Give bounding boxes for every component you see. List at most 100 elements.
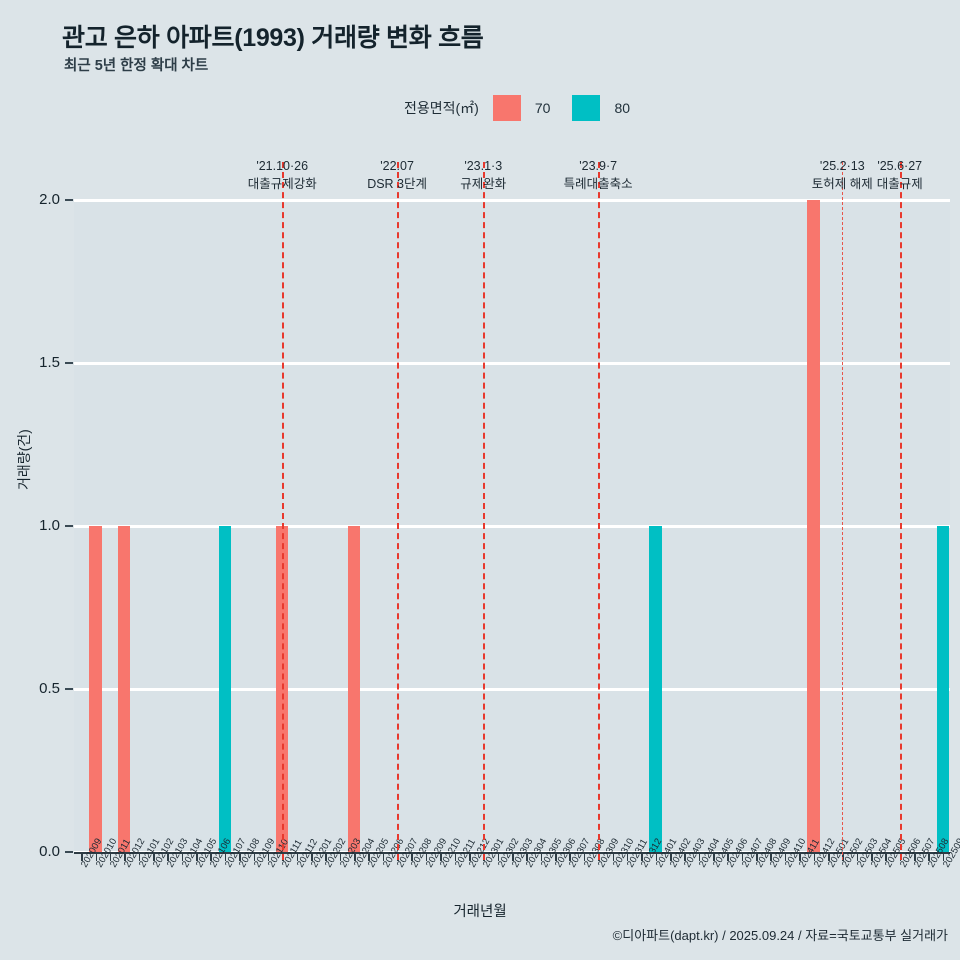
y-axis-title: 거래량(건) bbox=[16, 429, 32, 490]
bar-80-202107[interactable] bbox=[218, 526, 231, 852]
x-axis-tick bbox=[756, 852, 758, 861]
x-axis-tick bbox=[784, 852, 787, 861]
x-axis-tick bbox=[713, 852, 715, 861]
x-axis-tick bbox=[942, 852, 945, 861]
event-date-3: '23.1·3 bbox=[464, 159, 503, 173]
legend-label-80: 80 bbox=[614, 100, 631, 116]
x-axis-tick bbox=[124, 852, 126, 861]
x-axis-tick bbox=[741, 852, 744, 861]
bar-80-202401[interactable] bbox=[649, 526, 662, 852]
x-axis-tick bbox=[612, 852, 615, 861]
bar-70-202204[interactable] bbox=[347, 526, 361, 852]
y-axis-tick-mark bbox=[65, 688, 73, 690]
event-text-5: 토허제 해제 bbox=[811, 176, 873, 191]
plot-area: 0.0 0.5 1.0 1.5 2.0 bbox=[39, 191, 950, 860]
x-axis-tick bbox=[310, 852, 313, 861]
gridline bbox=[74, 361, 950, 365]
x-axis-tick bbox=[856, 852, 859, 861]
x-axis-tick bbox=[799, 852, 801, 861]
bar-80-202509[interactable] bbox=[936, 526, 949, 852]
x-axis-tick bbox=[497, 852, 500, 861]
x-axis-tick bbox=[354, 852, 356, 861]
bar-70-202412[interactable] bbox=[807, 200, 820, 852]
x-axis-tick bbox=[368, 852, 370, 861]
x-axis-tick bbox=[440, 852, 442, 861]
event-date-6: '25.6·27 bbox=[877, 159, 923, 173]
x-axis-title: 거래년월 bbox=[453, 904, 507, 920]
x-axis-tick bbox=[382, 852, 385, 861]
y-axis-tick-mark bbox=[65, 362, 73, 364]
legend-title: 전용면적(㎡) bbox=[404, 100, 479, 116]
chart-legend: 전용면적(㎡) 70 80 bbox=[404, 95, 652, 121]
event-date-1: '21.10·26 bbox=[256, 159, 309, 173]
event-text-6: 대출규제 bbox=[876, 176, 923, 191]
event-line-1 bbox=[282, 162, 285, 860]
y-axis-tick-mark bbox=[65, 525, 73, 527]
y-axis-tick-mark bbox=[65, 199, 73, 201]
event-line-4 bbox=[598, 162, 601, 860]
y-axis-tick-label: 0.0 bbox=[39, 843, 60, 860]
event-label-5: '25.2·13 토허제 해제 bbox=[772, 158, 912, 194]
y-axis-tick-label: 2.0 bbox=[39, 191, 60, 208]
x-axis-tick bbox=[81, 852, 83, 861]
chart-title: 관고 은하 아파트(1993) 거래량 변화 흐름 bbox=[62, 24, 484, 52]
event-text-3: 규제완화 bbox=[460, 176, 507, 191]
event-line-2 bbox=[397, 162, 400, 860]
x-axis-tick bbox=[770, 852, 773, 861]
gridline bbox=[74, 524, 950, 528]
x-axis-tick bbox=[411, 852, 414, 861]
event-text-1: 대출규제강화 bbox=[247, 176, 317, 191]
x-axis-tick bbox=[196, 852, 198, 861]
chart-footer: ©디아파트(dapt.kr) / 2025.09.24 / 자료=국토교통부 실… bbox=[612, 928, 948, 943]
chart-subtitle: 최근 5년 한정 확대 차트 bbox=[64, 58, 209, 74]
legend-swatch-80 bbox=[572, 95, 601, 121]
x-axis-tick bbox=[152, 852, 155, 861]
x-axis-tick bbox=[871, 852, 873, 861]
event-line-5 bbox=[842, 162, 844, 860]
x-axis-tick bbox=[267, 852, 270, 861]
x-axis-tick bbox=[296, 852, 299, 861]
x-axis-tick bbox=[569, 852, 572, 861]
event-line-6 bbox=[899, 162, 902, 860]
event-text-2: DSR 3단계 bbox=[367, 176, 428, 191]
y-axis-tick-mark bbox=[65, 851, 73, 853]
x-axis-tick bbox=[224, 852, 227, 861]
event-label-6: '25.6·27 대출규제 bbox=[830, 158, 960, 194]
x-axis-tick bbox=[684, 852, 686, 861]
x-axis-tick bbox=[325, 852, 327, 861]
event-date-4: '23.9·7 bbox=[579, 159, 618, 173]
x-axis-tick bbox=[468, 852, 471, 861]
legend-swatch-70 bbox=[492, 95, 521, 121]
x-axis-tick bbox=[512, 852, 514, 861]
x-axis-tick bbox=[669, 852, 672, 861]
x-axis-tick bbox=[138, 852, 141, 861]
x-axis-tick bbox=[555, 852, 557, 861]
x-axis-tick bbox=[928, 852, 931, 861]
gridline bbox=[74, 687, 950, 691]
bar-70-202010[interactable] bbox=[89, 526, 102, 852]
x-axis-tick bbox=[454, 852, 457, 861]
event-label-3: '23.1·3 규제완화 bbox=[413, 158, 553, 194]
event-text-4: 특례대출축소 bbox=[563, 176, 633, 191]
event-date-2: '22.07 bbox=[380, 159, 414, 173]
x-axis-tick bbox=[813, 852, 816, 861]
x-axis-tick bbox=[641, 852, 643, 861]
x-axis-tick bbox=[914, 852, 916, 861]
x-axis-tick bbox=[167, 852, 169, 861]
x-axis-tick bbox=[210, 852, 213, 861]
bar-70-202012[interactable] bbox=[118, 526, 131, 852]
gridline bbox=[74, 198, 950, 202]
x-axis-tick bbox=[181, 852, 184, 861]
x-axis-tick bbox=[727, 852, 729, 861]
x-axis-tick bbox=[827, 852, 830, 861]
y-axis-tick-label: 1.5 bbox=[39, 354, 60, 371]
x-axis-tick bbox=[253, 852, 256, 861]
x-axis-tick bbox=[698, 852, 701, 861]
x-axis-tick bbox=[540, 852, 543, 861]
y-axis-tick-label: 0.5 bbox=[39, 680, 60, 697]
event-date-5: '25.2·13 bbox=[819, 159, 865, 173]
x-axis-tick bbox=[239, 852, 241, 861]
x-axis-tick bbox=[526, 852, 528, 861]
x-axis-tick bbox=[95, 852, 98, 861]
